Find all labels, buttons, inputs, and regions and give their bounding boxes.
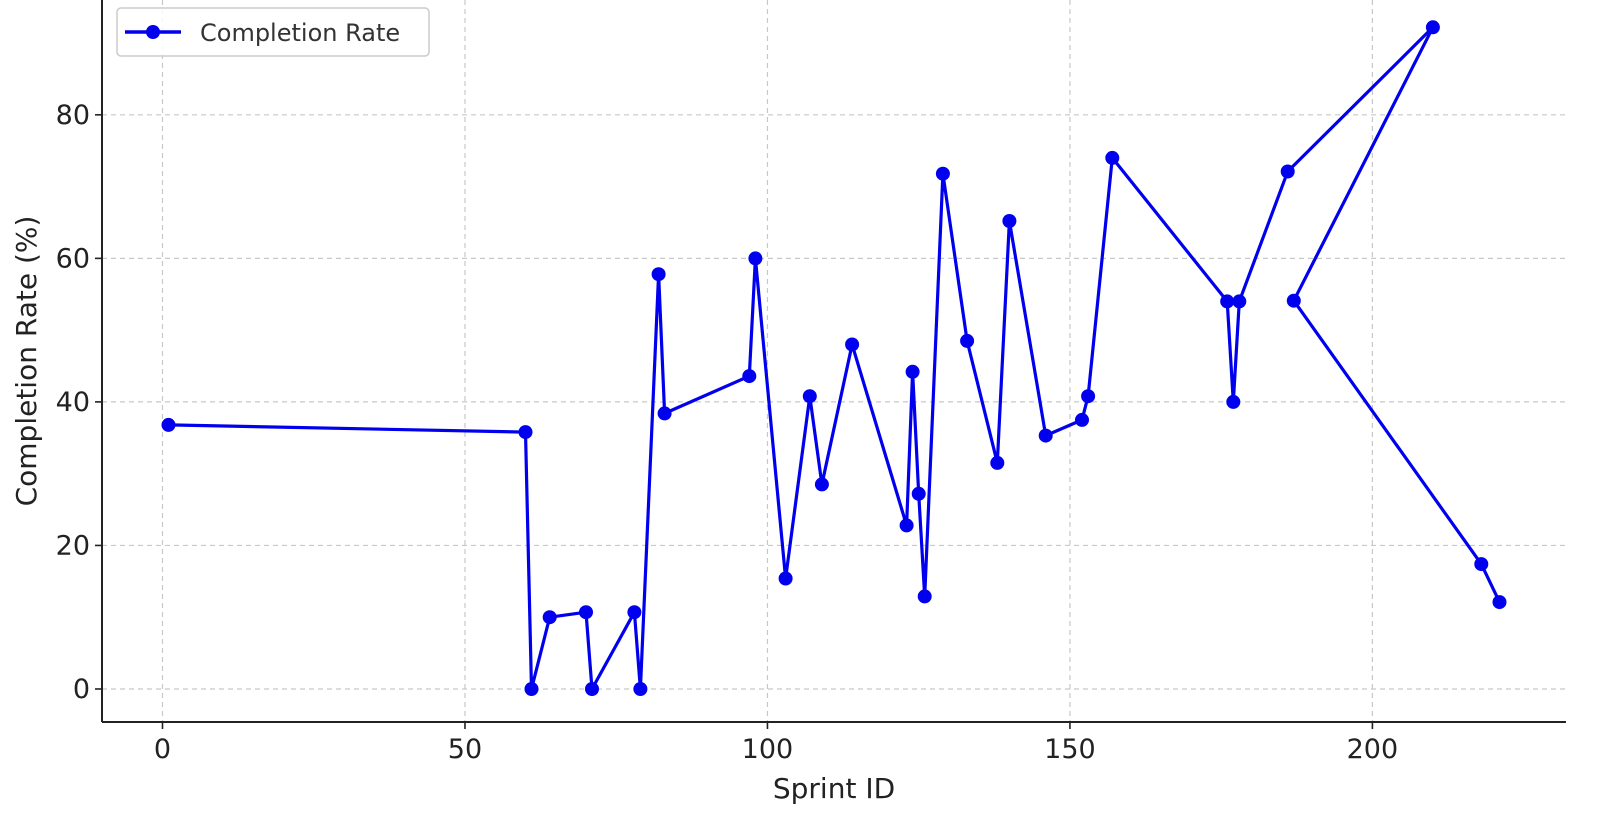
data-point bbox=[1492, 595, 1507, 610]
data-point bbox=[579, 605, 593, 620]
series-line bbox=[168, 25, 1501, 691]
data-point bbox=[1105, 150, 1120, 165]
x-tick-label: 200 bbox=[1347, 734, 1399, 765]
data-point bbox=[899, 518, 914, 533]
data-point bbox=[778, 571, 793, 586]
legend-label: Completion Rate bbox=[200, 19, 400, 47]
data-point bbox=[990, 455, 1005, 470]
data-point bbox=[651, 267, 666, 282]
legend-marker-icon bbox=[146, 25, 160, 39]
data-point bbox=[1002, 214, 1017, 228]
x-axis-title: Sprint ID bbox=[773, 772, 895, 805]
data-point bbox=[1220, 294, 1235, 309]
y-tick-label: 80 bbox=[56, 100, 90, 131]
data-point bbox=[742, 369, 757, 384]
data-point bbox=[845, 337, 860, 352]
tick-labels: 0 50 100 150 200 0 20 40 60 80 bbox=[56, 100, 1399, 765]
grid-lines bbox=[102, 0, 1566, 722]
data-point bbox=[1075, 412, 1089, 427]
y-tick-label: 20 bbox=[56, 530, 90, 561]
data-point bbox=[1081, 389, 1096, 404]
data-point bbox=[1425, 20, 1440, 35]
data-point bbox=[518, 425, 533, 440]
y-tick-label: 0 bbox=[73, 674, 90, 705]
series-layer bbox=[161, 20, 1507, 696]
data-point bbox=[1286, 293, 1301, 308]
data-point bbox=[911, 486, 926, 501]
x-tick-label: 100 bbox=[742, 734, 794, 765]
legend-box bbox=[116, 7, 430, 57]
y-axis-title: Completion Rate (%) bbox=[10, 216, 43, 507]
data-point bbox=[1038, 428, 1053, 443]
data-point bbox=[1232, 294, 1247, 309]
data-point bbox=[161, 417, 176, 432]
x-tick-label: 50 bbox=[448, 734, 482, 765]
data-point bbox=[748, 251, 763, 266]
data-point bbox=[1474, 557, 1489, 572]
data-point bbox=[627, 605, 642, 620]
x-tick-label: 150 bbox=[1044, 734, 1096, 765]
data-point bbox=[524, 682, 539, 696]
data-point bbox=[960, 333, 975, 348]
legend: Completion Rate bbox=[116, 7, 430, 57]
data-point bbox=[814, 477, 829, 492]
y-tick-label: 60 bbox=[56, 243, 90, 274]
data-point bbox=[905, 364, 920, 379]
data-point bbox=[585, 682, 599, 696]
axes bbox=[101, 0, 1566, 723]
data-point bbox=[633, 682, 648, 696]
data-point bbox=[542, 610, 557, 625]
x-tick-label: 0 bbox=[154, 734, 171, 765]
data-point bbox=[802, 389, 817, 404]
y-tick-label: 40 bbox=[56, 387, 90, 418]
data-point bbox=[917, 589, 932, 604]
data-point bbox=[1226, 394, 1241, 409]
data-point bbox=[1280, 164, 1295, 179]
data-point bbox=[657, 406, 672, 421]
data-point bbox=[935, 166, 950, 181]
